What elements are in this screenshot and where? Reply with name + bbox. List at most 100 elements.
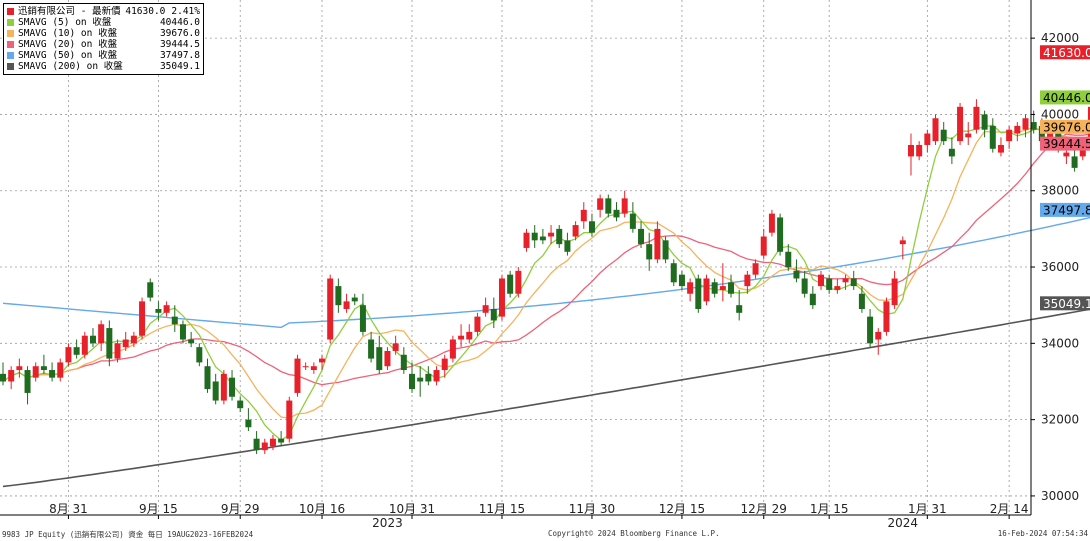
candle-body [417, 377, 424, 382]
candle-body [89, 335, 96, 344]
price-tag-label: 39676.0 [1043, 120, 1090, 134]
x-axis-ticks: 8月 31 9月 15 9月 29 10月 16 10月 31 11月 15 11月 30 1… [49, 502, 1028, 530]
candle-body [858, 293, 865, 309]
x-tick-label: 9月 29 [221, 502, 260, 516]
candle-body [57, 362, 64, 378]
candle-body [621, 198, 628, 214]
y-tick-label: 30000 [1041, 489, 1079, 503]
candle-body [130, 335, 137, 344]
candle-body [989, 125, 996, 149]
x-year-label: 2023 [372, 516, 403, 530]
candle-body [777, 217, 784, 252]
candle-body [155, 309, 162, 313]
candle-body [605, 198, 612, 214]
candle-body [695, 278, 702, 309]
candle-body [351, 297, 358, 302]
candle-body [899, 240, 906, 245]
candle-body [973, 106, 980, 130]
candle-body [1071, 156, 1078, 168]
candle-body [278, 438, 285, 443]
price-tags: 39444.5 39676.0 40446.0 41630.0 37497.8 35049… [1040, 45, 1090, 311]
price-tag-box [1040, 202, 1090, 217]
x-tick-label: 11月 30 [569, 502, 615, 516]
candle-body [327, 278, 334, 340]
x-tick-label: 9月 15 [139, 502, 178, 516]
sma20-line [2, 133, 1090, 386]
candle-body [654, 228, 661, 260]
candle-body [997, 144, 1004, 153]
candle-body [736, 305, 743, 313]
candle-body [16, 366, 23, 371]
y-tick-label: 34000 [1041, 336, 1079, 350]
legend-swatch-sma20 [7, 41, 14, 48]
candle-body [409, 373, 415, 390]
candle-body [302, 366, 309, 368]
legend-swatch-sma10 [7, 30, 14, 37]
candle-body [523, 232, 530, 248]
candle-body [359, 305, 366, 332]
legend-row-price: 迅銷有限公司 - 最新價 41630.0 2.41% [7, 6, 200, 17]
candle-body [81, 335, 88, 355]
candle-body [1030, 122, 1037, 130]
candle-body [392, 343, 399, 351]
candle-body [1006, 129, 1013, 142]
legend-row-sma200: SMAVG (200) on 收盤 35049.1 [7, 61, 200, 72]
candle-body [335, 286, 342, 306]
candle-body [809, 293, 816, 306]
candle-body [122, 339, 129, 348]
candle-body [638, 228, 645, 245]
legend-row-sma50: SMAVG (50) on 收盤 37497.8 [7, 50, 200, 61]
price-tag-box [1040, 296, 1090, 311]
candle-body [384, 350, 391, 367]
candle-body [147, 282, 154, 298]
candle-body [875, 331, 882, 340]
candle-body [916, 144, 923, 157]
legend-name-sma5: SMAVG (5) on 收盤 [18, 17, 112, 28]
y-tick-label: 40000 [1041, 107, 1079, 121]
candle-body [425, 373, 432, 382]
sma200-line [2, 308, 1090, 488]
legend-row-sma10: SMAVG (10) on 收盤 39676.0 [7, 28, 200, 39]
price-tag-label: 37497.8 [1043, 203, 1090, 217]
legend-name-sma200: SMAVG (200) on 收盤 [18, 61, 123, 72]
legend-value-sma50: 37497.8 [159, 50, 200, 61]
candle-body [687, 282, 694, 294]
candle-body [319, 358, 326, 363]
candle-body [376, 347, 383, 371]
candle-body [883, 301, 890, 332]
price-tag-box [1040, 119, 1090, 134]
y-tick-label: 38000 [1041, 184, 1079, 198]
candle-body [940, 129, 947, 142]
candle-body [188, 339, 195, 344]
x-tick-label: 2月 14 [990, 502, 1029, 516]
candle-body [629, 213, 636, 229]
candle-body [139, 301, 146, 336]
candle-body [196, 347, 203, 363]
candle-body [539, 236, 546, 241]
candle-body [744, 274, 751, 287]
candle-body [458, 335, 465, 340]
legend-name-sma50: SMAVG (50) on 收盤 [18, 50, 118, 61]
price-tag-box [1040, 45, 1090, 60]
price-tag-box [1040, 90, 1090, 105]
candle-body [474, 316, 481, 332]
x-tick-label: 12月 15 [659, 502, 705, 516]
candle-body [907, 144, 914, 157]
candle-body [286, 400, 293, 439]
chart-legend: 迅銷有限公司 - 最新價 41630.0 2.41% SMAVG (5) on … [3, 3, 204, 75]
x-tick-label: 10月 16 [299, 502, 345, 516]
legend-value-sma10: 39676.0 [159, 28, 200, 39]
price-tag-label: 39444.5 [1043, 137, 1090, 151]
candle-body [801, 278, 808, 294]
candle-body [711, 282, 718, 294]
legend-value-sma5: 40446.0 [159, 17, 200, 28]
chart-grid [0, 0, 1031, 515]
candle-body [948, 148, 955, 157]
candle-body [229, 377, 236, 397]
candle-body [482, 305, 489, 313]
candle-body [171, 316, 178, 325]
y-tick-label: 36000 [1041, 260, 1079, 274]
candle-body [1014, 125, 1021, 134]
candle-body [662, 240, 669, 260]
footer-security-info: 9983 JP Equity (迅銷有限公司) 資金 每日 19AUG2023-… [2, 530, 254, 539]
